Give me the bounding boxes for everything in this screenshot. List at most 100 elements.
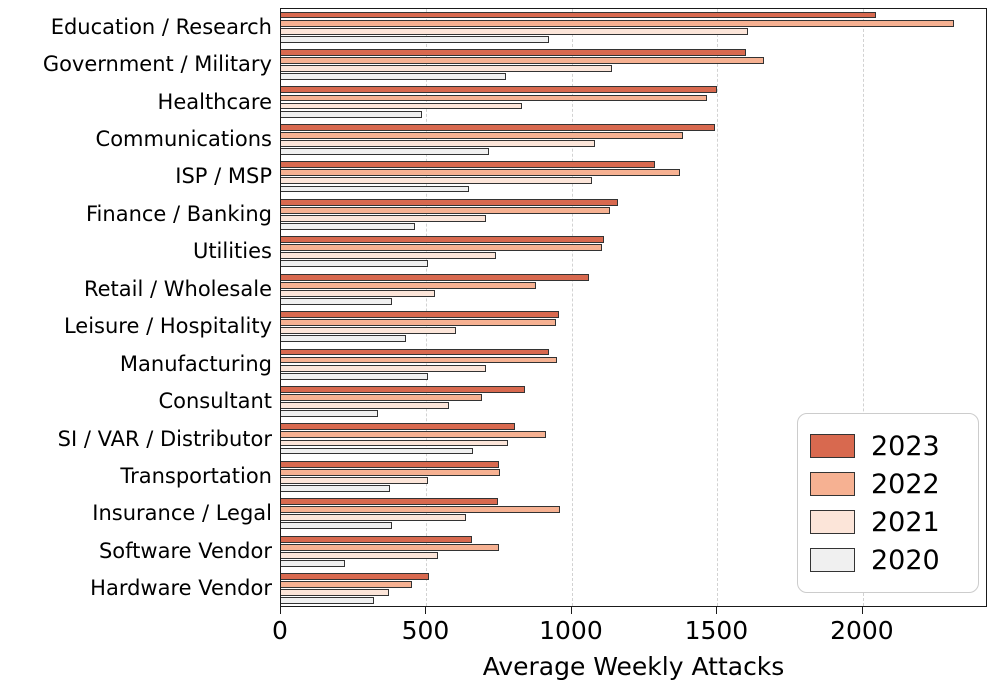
bar-2022-software-vendor [281, 543, 500, 551]
bar-2020-software-vendor [281, 559, 345, 567]
legend-entry-2023: 2023 [810, 428, 966, 464]
category-label: Transportation [120, 463, 272, 488]
gridline-1000 [571, 9, 573, 606]
xtick-mark-500 [425, 607, 427, 614]
bar-2022-manufacturing [281, 356, 558, 364]
bar-2023-consultant [281, 385, 526, 393]
bar-2021-utilities [281, 252, 497, 260]
bar-2021-transportation [281, 476, 428, 484]
gridline-1500 [717, 9, 719, 606]
category-label: Healthcare [157, 89, 272, 114]
bar-2022-finance-banking [281, 206, 611, 214]
bar-2021-finance-banking [281, 214, 487, 222]
bar-2022-utilities [281, 244, 603, 252]
bar-2021-hardware-vendor [281, 589, 389, 597]
bar-2020-transportation [281, 485, 391, 492]
category-label: Hardware Vendor [90, 576, 272, 601]
bar-2021-consultant [281, 402, 449, 409]
xtick-label-0: 0 [272, 616, 288, 645]
bar-2023-retail-wholesale [281, 273, 590, 281]
bar-2023-insurance-legal [281, 498, 498, 506]
bar-2023-utilities [281, 236, 604, 244]
category-label: ISP / MSP [175, 164, 272, 189]
bar-2020-education-research [281, 35, 549, 43]
bar-2021-retail-wholesale [281, 289, 436, 297]
legend-label: 2022 [871, 468, 940, 500]
bar-2020-communications [281, 148, 490, 155]
bar-2020-finance-banking [281, 222, 415, 230]
bar-2022-communications [281, 131, 683, 139]
xtick-mark-1500 [716, 607, 718, 614]
bar-2021-isp-msp [281, 177, 593, 185]
xtick-mark-2000 [861, 607, 863, 614]
bar-2020-manufacturing [281, 372, 428, 380]
bar-2023-transportation [281, 460, 500, 468]
bar-2022-insurance-legal [281, 506, 561, 514]
bar-2020-government-military [281, 73, 507, 81]
category-label: Software Vendor [98, 538, 272, 563]
bar-2020-si-var-distributor [281, 447, 474, 455]
bar-2022-education-research [281, 19, 955, 27]
bar-2021-government-military [281, 65, 612, 73]
bar-2021-communications [281, 140, 595, 147]
bar-2022-leisure-hospitality [281, 319, 556, 327]
gridline-500 [426, 9, 428, 606]
legend-label: 2023 [871, 430, 940, 462]
category-label: Finance / Banking [86, 201, 272, 226]
bar-2020-retail-wholesale [281, 297, 392, 305]
xtick-label-1500: 1500 [684, 616, 749, 645]
bar-2021-manufacturing [281, 364, 487, 372]
bar-2020-isp-msp [281, 185, 469, 193]
bar-2022-transportation [281, 468, 500, 476]
bar-2021-education-research [281, 27, 748, 35]
category-label: Communications [95, 127, 272, 152]
bar-2021-leisure-hospitality [281, 327, 456, 335]
xtick-label-2000: 2000 [830, 616, 894, 645]
category-label: Education / Research [50, 14, 272, 39]
bar-2020-utilities [281, 260, 428, 268]
legend: 2023 2022 2021 2020 [797, 413, 979, 593]
x-axis-title: Average Weekly Attacks [482, 652, 785, 681]
plot-area: 2023 2022 2021 2020 [280, 8, 987, 607]
bar-2020-consultant [281, 410, 379, 417]
bar-2021-si-var-distributor [281, 439, 508, 447]
xtick-mark-1000 [570, 607, 572, 614]
category-label: Leisure / Hospitality [63, 314, 272, 339]
bar-2020-insurance-legal [281, 522, 392, 530]
gridline-2000 [862, 9, 864, 606]
bar-2023-si-var-distributor [281, 423, 516, 431]
bar-2022-healthcare [281, 94, 707, 102]
bar-2022-government-military [281, 57, 765, 64]
bar-2020-leisure-hospitality [281, 335, 407, 343]
category-label: Insurance / Legal [92, 501, 272, 526]
bar-2022-hardware-vendor [281, 581, 412, 589]
legend-swatch-icon [810, 510, 855, 534]
category-label: Consultant [158, 389, 272, 414]
bar-2022-si-var-distributor [281, 431, 546, 439]
legend-swatch-icon [810, 434, 855, 458]
legend-entry-2020: 2020 [810, 542, 966, 578]
bar-2023-software-vendor [281, 535, 472, 543]
category-label: Manufacturing [119, 351, 272, 376]
category-label: Utilities [192, 239, 272, 264]
category-label: SI / VAR / Distributor [57, 426, 272, 451]
category-label: Government / Military [42, 52, 272, 77]
bar-2021-healthcare [281, 102, 523, 110]
bar-2020-hardware-vendor [281, 597, 375, 605]
legend-label: 2021 [871, 506, 940, 538]
legend-swatch-icon [810, 548, 855, 572]
legend-label: 2020 [871, 544, 940, 576]
bar-2023-isp-msp [281, 161, 656, 169]
bar-2023-healthcare [281, 86, 718, 94]
bar-2020-healthcare [281, 110, 423, 118]
xtick-label-500: 500 [401, 616, 450, 645]
bar-2023-hardware-vendor [281, 573, 430, 581]
category-label: Retail / Wholesale [83, 276, 272, 301]
bar-2023-government-military [281, 49, 746, 56]
legend-swatch-icon [810, 472, 855, 496]
xtick-mark-0 [280, 607, 281, 614]
bar-2021-software-vendor [281, 551, 439, 559]
bar-2023-manufacturing [281, 348, 549, 356]
bar-2023-communications [281, 123, 716, 131]
